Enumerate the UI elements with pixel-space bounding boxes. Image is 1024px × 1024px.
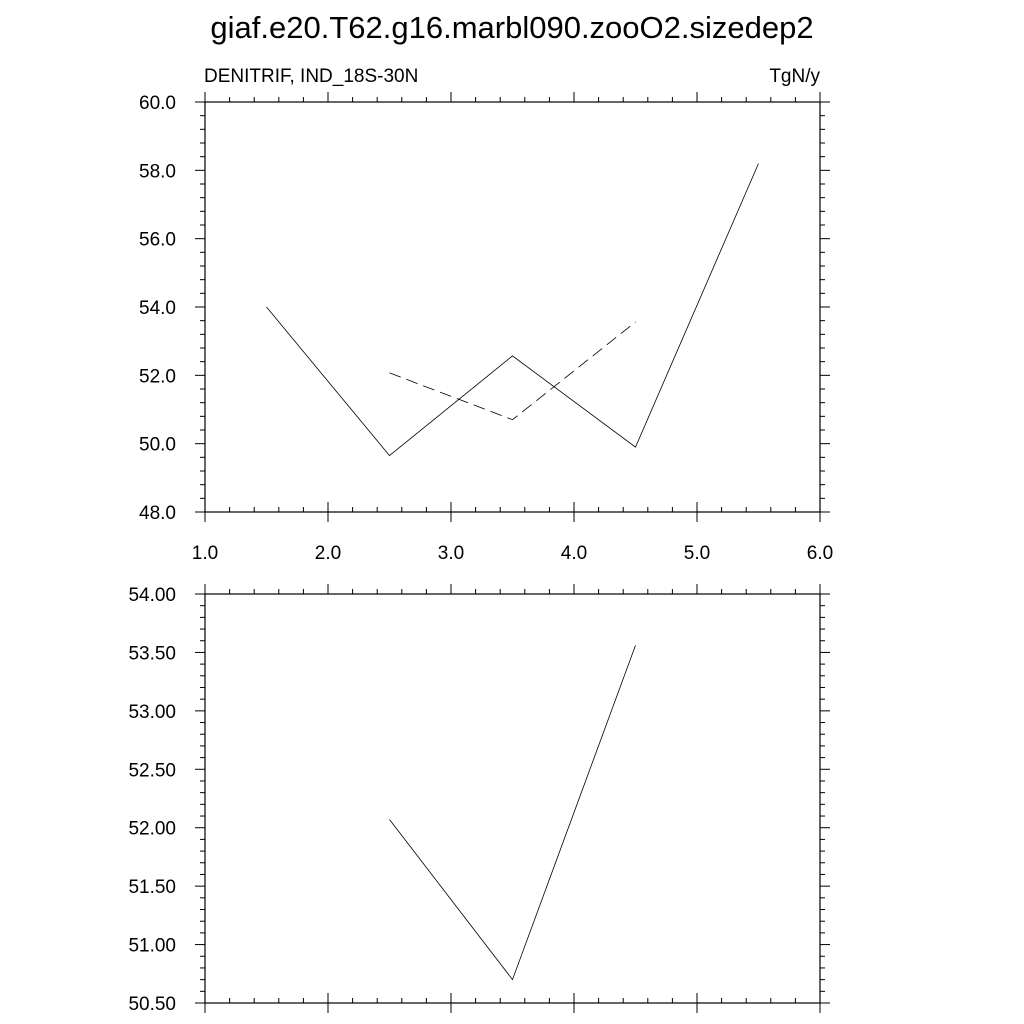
panel-1-x-tick-label: 1.0 bbox=[192, 543, 218, 564]
panel-2-y-tick-label: 54.00 bbox=[128, 585, 176, 606]
panel-1-y-tick-label: 56.0 bbox=[139, 230, 176, 251]
panel-2-y-tick-label: 51.00 bbox=[128, 936, 176, 957]
panel-1-series-1-solid-line bbox=[266, 163, 759, 457]
panel-1-left-label: DENITRIF, IND_18S-30N bbox=[204, 66, 418, 87]
panel-1-y-tick-label: 54.0 bbox=[139, 298, 176, 319]
panel-2-frame bbox=[204, 593, 821, 1004]
panel-2-y-tick-label: 53.00 bbox=[128, 702, 176, 723]
panel-1-x-tick-label: 2.0 bbox=[315, 543, 341, 564]
top-line-plot: 1.0 2.0 3.0 4.0 5.0 6.0 48.0 50.0 52.0 54.0 56.0 58… bbox=[139, 92, 833, 564]
panel-1-y-tick-label: 58.0 bbox=[139, 161, 176, 182]
panel-1-x-tick-label: 6.0 bbox=[807, 543, 833, 564]
panel-2-series-1-solid-line bbox=[389, 645, 636, 981]
panel-1-frame bbox=[204, 101, 821, 513]
panel-1-y-tick-label: 52.0 bbox=[139, 366, 176, 387]
panel-2-y-tick-label: 51.50 bbox=[128, 877, 176, 898]
panel-1-x-tick-label: 5.0 bbox=[684, 543, 710, 564]
panel-1-y-tick-label: 50.0 bbox=[139, 435, 176, 456]
panel-1-x-tick-label: 4.0 bbox=[561, 543, 587, 564]
bottom-line-plot: 50.50 51.00 51.50 52.00 52.50 53.00 53.50 54.00 bbox=[128, 584, 830, 1015]
panel-1-y-tick-label: 60.0 bbox=[139, 93, 176, 114]
panel-2-y-tick-label: 52.50 bbox=[128, 760, 176, 781]
panel-2-y-tick-label: 50.50 bbox=[128, 994, 176, 1015]
panel-2-y-tick-label: 53.50 bbox=[128, 643, 176, 664]
panel-1-y-tick-label: 48.0 bbox=[139, 503, 176, 524]
panel-1-series-2-dashed-line bbox=[389, 321, 636, 421]
panel-2-y-tick-label: 52.00 bbox=[128, 819, 176, 840]
chart-title: giaf.e20.T62.g16.marbl090.zooO2.sizedep2 bbox=[210, 10, 813, 45]
panel-1-x-tick-label: 3.0 bbox=[438, 543, 464, 564]
panel-1-unit-label: TgN/y bbox=[769, 66, 820, 87]
